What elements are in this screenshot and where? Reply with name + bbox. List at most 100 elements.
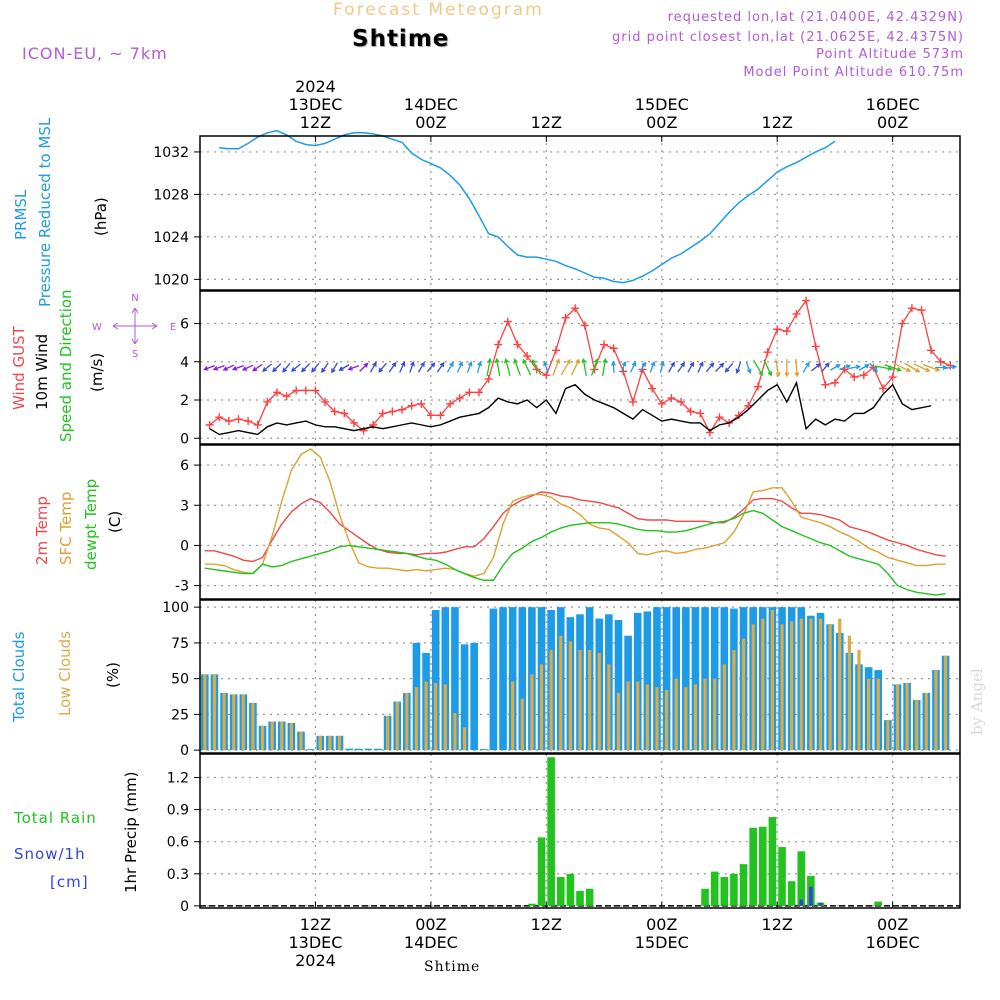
- low-cloud-bar: [299, 731, 303, 751]
- wind-gust-marker: [484, 374, 493, 383]
- wind-direction-arrow: [874, 365, 893, 371]
- low-cloud-bar: [232, 694, 236, 751]
- wind-direction-arrow: [715, 362, 725, 372]
- wind-gust-marker: [282, 392, 291, 401]
- wind-direction-arrow: [677, 361, 685, 373]
- low-cloud-bar: [462, 727, 467, 751]
- y-tick-label: 6: [180, 317, 189, 333]
- rain-bar: [556, 876, 565, 906]
- y-tick-label: 4: [180, 355, 189, 371]
- wind-direction-arrow: [476, 360, 482, 373]
- wind-gust-marker: [494, 340, 503, 349]
- wind-direction-arrow: [935, 365, 948, 370]
- y-tick-label: 50: [171, 672, 189, 688]
- compass-north: N: [131, 293, 138, 304]
- temp-dewpt-label: dewpt Temp: [82, 478, 100, 570]
- low-cloud-bar: [280, 721, 284, 751]
- wind-gust-marker: [571, 304, 580, 313]
- model-label: ICON-EU, ~ 7km: [22, 44, 168, 63]
- wind-direction-arrow: [369, 361, 377, 373]
- wind-direction-arrow: [359, 362, 369, 372]
- wind-direction-arrow: [486, 357, 492, 376]
- low-cloud-bar: [203, 674, 207, 751]
- wind-direction-arrow: [784, 359, 790, 378]
- wind-direction-arrow: [802, 361, 810, 373]
- total-cloud-bar: [633, 612, 642, 751]
- wind-gust-marker: [301, 386, 310, 395]
- wind-gust-marker: [648, 384, 657, 393]
- wind-gust-marker: [628, 397, 637, 406]
- chart-title: Forecast Meteogram: [333, 0, 544, 20]
- y-tick-label: 6: [180, 458, 189, 474]
- low-cloud-bar: [212, 674, 217, 751]
- clouds-unit-label: (%): [104, 662, 122, 688]
- wind-direction-arrow: [775, 359, 781, 378]
- low-cloud-bar: [924, 692, 928, 751]
- wind-gust-marker: [811, 342, 820, 351]
- wind-direction-arrow: [629, 361, 637, 373]
- top-axis-label: 2024: [295, 77, 336, 96]
- wind-direction-arrow: [944, 364, 958, 370]
- wind-gust-marker: [744, 401, 753, 410]
- top-axis-label: 00Z: [415, 113, 446, 132]
- y-tick-label: 3: [180, 498, 189, 514]
- low-cloud-bar: [722, 664, 726, 751]
- low-cloud-bar: [943, 655, 948, 751]
- wind-gust-marker: [378, 409, 387, 418]
- wind-direction-arrow: [649, 361, 656, 373]
- low-cloud-bar: [751, 624, 755, 751]
- low-cloud-bar: [713, 678, 717, 751]
- model-altitude: Model Point Altitude 610.75m: [743, 65, 964, 80]
- requested-coordinates: requested lon,lat (21.0400E, 42.4329N): [667, 10, 964, 25]
- wind-direction-arrow: [388, 361, 397, 373]
- pressure-name-label: PRMSL: [12, 189, 30, 240]
- low-cloud-bar: [539, 664, 544, 751]
- wind-gust-marker: [244, 417, 253, 426]
- compass-south: S: [132, 349, 138, 360]
- wind-direction-arrow: [560, 358, 571, 376]
- total-clouds-label: Total Clouds: [10, 631, 28, 722]
- low-cloud-bar: [424, 681, 428, 751]
- wind-gust-marker: [330, 407, 339, 416]
- low-cloud-bar: [318, 735, 322, 751]
- low-cloud-bar: [847, 635, 851, 751]
- low-cloud-bar: [511, 681, 515, 751]
- rain-bar: [778, 847, 786, 906]
- total-cloud-bar: [354, 748, 363, 751]
- rain-bar: [749, 827, 757, 906]
- wind-gust-marker: [253, 420, 262, 429]
- y-tick-label: 1024: [153, 230, 189, 246]
- total-cloud-bar: [682, 607, 690, 751]
- wind-direction-arrow: [290, 363, 301, 372]
- bottom-axis-label: 16DEC: [866, 933, 920, 952]
- y-tick-label: 0.9: [167, 803, 189, 819]
- wind-direction-arrow: [203, 365, 216, 371]
- top-axis-label: 00Z: [646, 113, 677, 132]
- wind-direction-arrow: [311, 362, 320, 373]
- y-tick-label: 1020: [153, 272, 189, 288]
- total-cloud-bar: [653, 607, 661, 751]
- low-cloud-bar: [799, 618, 803, 751]
- wind-direction-arrow: [848, 364, 861, 370]
- snow-unit-label: [cm]: [50, 873, 89, 891]
- wind-direction-arrow: [272, 363, 282, 373]
- total-cloud-bar: [441, 607, 450, 751]
- rain-bar: [701, 888, 709, 906]
- total-cloud-bar: [451, 607, 459, 751]
- low-cloud-bar: [559, 635, 563, 751]
- low-cloud-bar: [328, 735, 332, 751]
- top-axis-label: 14DEC: [404, 95, 458, 114]
- low-cloud-bar: [693, 684, 698, 751]
- wind-gust-marker: [927, 346, 936, 355]
- total-cloud-bar: [614, 620, 623, 751]
- pressure-unit-label: (hPa): [92, 197, 110, 236]
- wind-direction-arrow: [252, 363, 263, 372]
- low-cloud-bar: [395, 701, 399, 751]
- low-cloud-bar: [761, 618, 765, 751]
- panel-frame: [199, 599, 961, 754]
- wind-direction-arrow: [232, 365, 244, 371]
- total-cloud-bar: [691, 607, 700, 751]
- low-cloud-bar: [741, 638, 746, 751]
- y-tick-label: 100: [162, 600, 189, 616]
